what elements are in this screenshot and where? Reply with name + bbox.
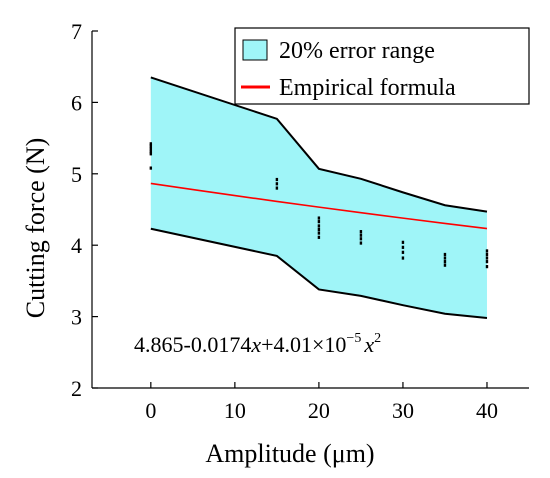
y-tick-label: 2 <box>71 376 82 401</box>
legend-band-label: 20% error range <box>279 38 435 64</box>
data-point <box>485 260 489 264</box>
legend-line-label: Empirical formula <box>279 75 456 101</box>
formula-main: 4.865-0.0174 <box>134 332 251 357</box>
data-point <box>443 260 447 264</box>
legend: 20% error range Empirical formula <box>234 27 530 105</box>
data-point <box>485 252 489 257</box>
data-point <box>485 265 489 269</box>
error-band <box>150 77 487 319</box>
x-tick-label: 30 <box>392 398 414 423</box>
y-tick-label: 5 <box>71 162 82 187</box>
y-axis-label: Cutting force (N) <box>21 138 50 319</box>
formula-x2: x <box>363 332 374 357</box>
x-axis-label: Amplitude (μm) <box>205 439 374 468</box>
legend-band-swatch <box>242 39 268 61</box>
data-point <box>149 152 153 156</box>
axes: 0 10 20 30 40 2 3 4 5 6 7 <box>71 19 529 423</box>
data-point <box>401 240 405 244</box>
y-tick-label: 4 <box>71 233 82 258</box>
formula-x1: x <box>250 332 261 357</box>
data-point <box>275 177 279 182</box>
formula-annotation: 4.865-0.0174x+4.01×10−5 x2 <box>134 331 381 357</box>
data-point <box>317 220 321 224</box>
data-point <box>443 263 447 267</box>
x-tick-label: 20 <box>308 398 330 423</box>
data-point <box>149 144 153 148</box>
data-point <box>401 245 405 249</box>
formula-square: 2 <box>374 331 381 346</box>
x-tick-label: 0 <box>145 398 156 423</box>
data-point <box>401 256 405 260</box>
legend-box <box>234 27 530 105</box>
data-point <box>149 147 153 151</box>
data-point <box>485 256 489 260</box>
band-lower-edge <box>150 227 488 320</box>
data-point <box>275 182 279 186</box>
formula-mid: +4.01×10 <box>261 332 346 357</box>
data-point <box>317 231 321 235</box>
data-point <box>317 216 321 220</box>
data-point <box>317 235 321 239</box>
data-point <box>485 249 489 253</box>
data-point <box>443 252 447 257</box>
data-point <box>359 241 363 245</box>
data-point <box>359 237 363 241</box>
y-tick-label: 6 <box>71 90 82 115</box>
data-point <box>149 150 153 154</box>
formula-exponent: −5 <box>346 331 361 346</box>
x-tick-label: 40 <box>476 398 498 423</box>
y-tick-label: 3 <box>71 305 82 330</box>
y-tick-label: 7 <box>71 19 82 44</box>
formula-line <box>150 182 488 230</box>
band-upper-edge <box>150 76 488 213</box>
data-point <box>401 250 405 254</box>
data-point <box>359 230 363 234</box>
x-tick-label: 10 <box>224 398 246 423</box>
data-point <box>317 224 321 228</box>
data-point <box>149 142 153 146</box>
data-point <box>317 227 321 232</box>
data-point <box>275 186 279 190</box>
data-point <box>149 166 153 170</box>
plot-area <box>149 76 489 320</box>
data-point <box>359 233 363 237</box>
data-point <box>443 256 447 260</box>
